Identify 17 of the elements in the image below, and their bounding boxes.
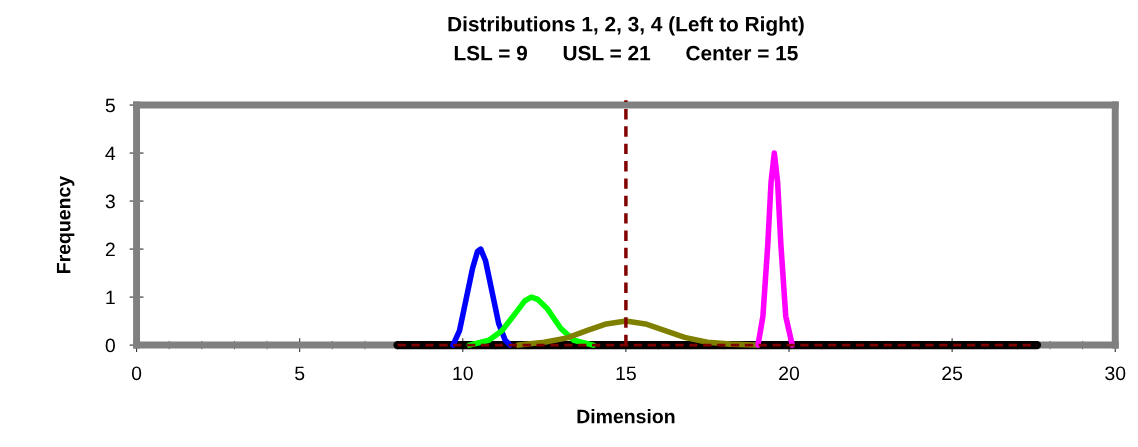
- x-tick-label: 0: [131, 366, 142, 381]
- x-tick-label: 30: [1105, 366, 1126, 381]
- x-tick-label: 15: [616, 366, 636, 381]
- y-tick-label: 4: [105, 146, 116, 161]
- y-tick-label: 3: [105, 194, 115, 209]
- y-axis-title: Frequency: [56, 176, 75, 273]
- x-tick-label: 5: [295, 366, 305, 381]
- y-tick-label: 0: [105, 338, 115, 353]
- x-tick-label: 20: [779, 366, 800, 381]
- chart-title: Distributions 1, 2, 3, 4 (Left to Right): [448, 16, 804, 36]
- y-tick-label: 1: [106, 290, 115, 305]
- y-tick-label: 5: [105, 98, 115, 113]
- y-tick-label: 2: [105, 242, 115, 257]
- x-tick-label: 25: [942, 366, 963, 381]
- chart-subtitle: LSL = 9 USL = 21 Center = 15: [454, 45, 798, 61]
- x-axis-title: Dimension: [577, 409, 675, 424]
- x-tick-label: 10: [453, 366, 473, 381]
